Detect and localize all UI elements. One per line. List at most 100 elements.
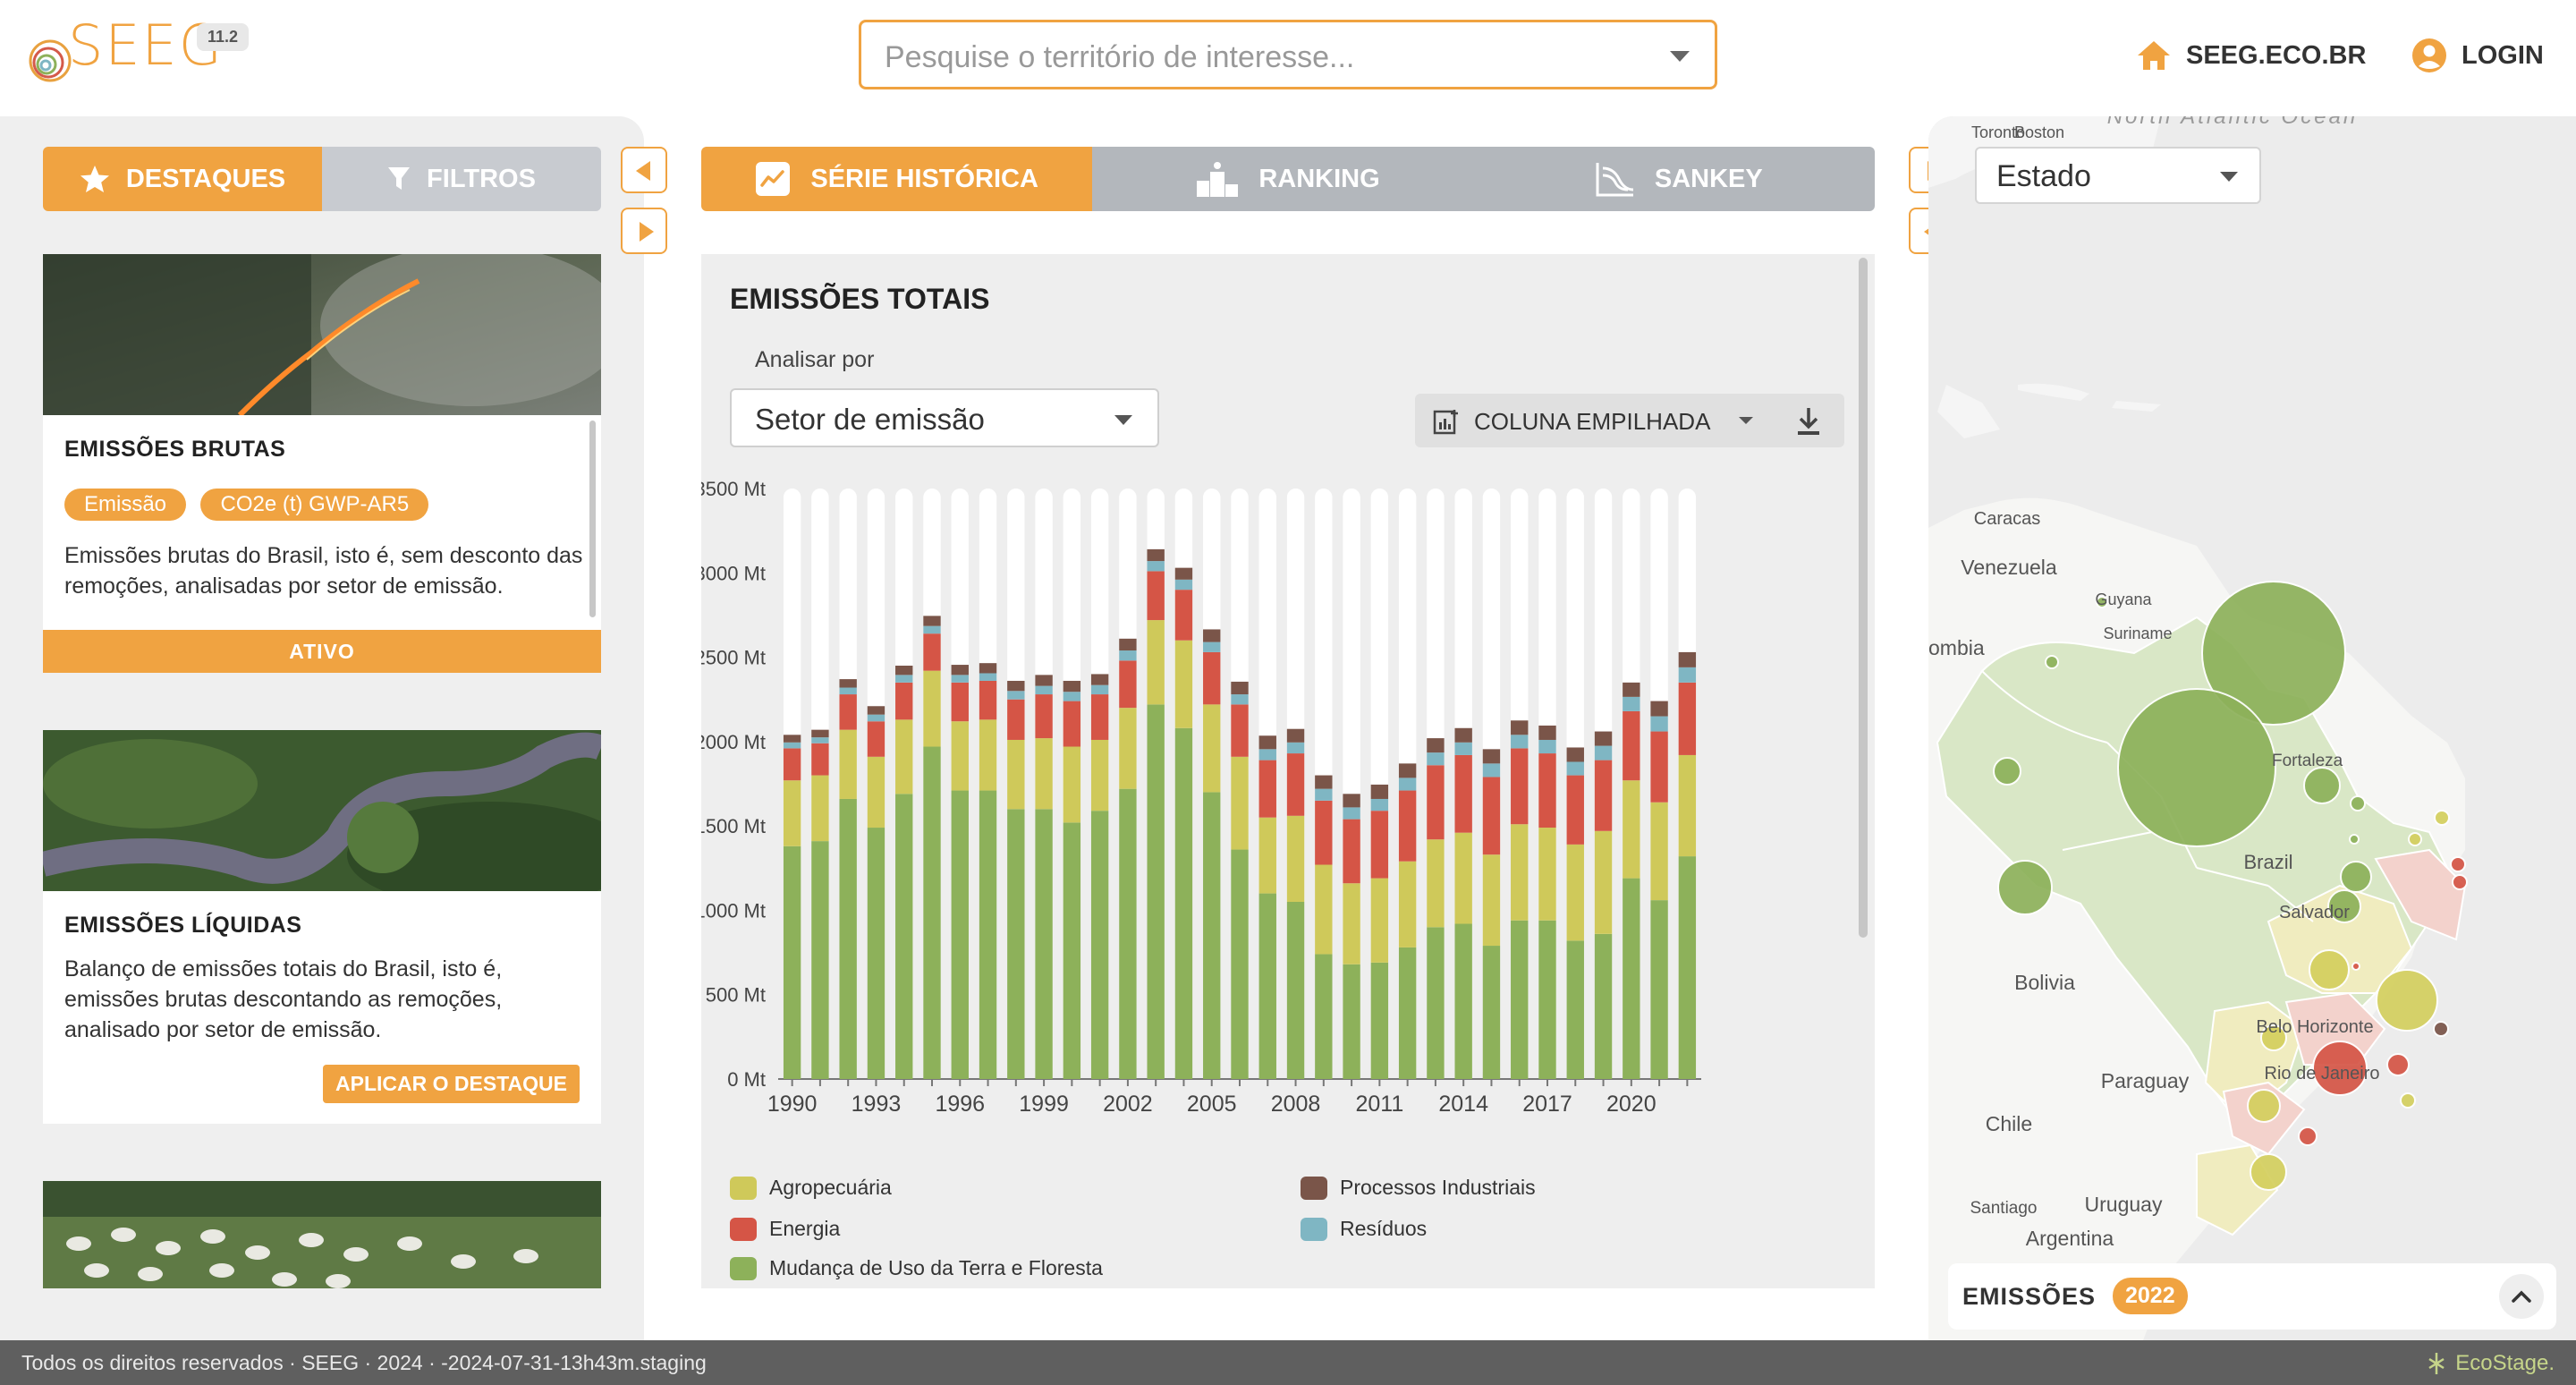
bar-segment[interactable] — [1315, 775, 1333, 789]
chevron-down-icon[interactable] — [1670, 51, 1690, 62]
emission-bubble[interactable] — [2117, 688, 2276, 847]
bar-segment[interactable] — [951, 665, 969, 676]
site-link[interactable]: SEEG.ECO.BR — [2136, 36, 2366, 75]
emission-bubble[interactable] — [2350, 795, 2366, 811]
emission-bubble[interactable] — [2303, 767, 2341, 804]
bar-segment[interactable] — [867, 756, 886, 828]
emission-bubble[interactable] — [2400, 1092, 2416, 1109]
map[interactable]: Toronto Boston North Atlantic Ocean Caracas… — [1928, 116, 2576, 1340]
bar-segment[interactable] — [1538, 753, 1556, 828]
bar-segment[interactable] — [1063, 746, 1081, 823]
bar-segment[interactable] — [1203, 704, 1221, 793]
bar-segment[interactable] — [1482, 946, 1501, 1079]
bar-segment[interactable] — [1511, 748, 1529, 825]
bar-segment[interactable] — [1007, 739, 1025, 810]
bar-segment[interactable] — [1370, 878, 1389, 963]
bar-segment[interactable] — [811, 729, 829, 738]
bar-segment[interactable] — [1203, 792, 1221, 1079]
bar-segment[interactable] — [923, 625, 941, 634]
bar-segment[interactable] — [839, 798, 857, 1079]
bar-segment[interactable] — [1650, 900, 1668, 1079]
bar-segment[interactable] — [811, 743, 829, 776]
bar-segment[interactable] — [1203, 651, 1221, 705]
bar-segment[interactable] — [1174, 590, 1193, 641]
map-legend-bar[interactable]: EMISSÕES 2022 — [1948, 1263, 2556, 1330]
bar-segment[interactable] — [1147, 561, 1165, 572]
bar-segment[interactable] — [895, 719, 913, 794]
bar-segment[interactable] — [1035, 694, 1053, 739]
bar-segment[interactable] — [1119, 788, 1137, 1079]
bar-segment[interactable] — [1231, 849, 1249, 1079]
bar-segment[interactable] — [979, 719, 997, 791]
legend-item-processos-industriais[interactable]: Processos Industriais — [1301, 1176, 1536, 1200]
bar-segment[interactable] — [1258, 735, 1276, 750]
emission-bubble[interactable] — [2298, 1126, 2318, 1146]
bar-segment[interactable] — [1370, 784, 1389, 799]
bar-segment[interactable] — [1650, 731, 1668, 803]
emission-bubble[interactable] — [2309, 949, 2350, 990]
bar-segment[interactable] — [1678, 682, 1697, 755]
bar-segment[interactable] — [895, 666, 913, 676]
bar-segment[interactable] — [1398, 790, 1417, 862]
bar-segment[interactable] — [1650, 802, 1668, 901]
bar-segment[interactable] — [1482, 777, 1501, 855]
highlight-card-agriculture[interactable] — [43, 1181, 601, 1288]
bar-segment[interactable] — [867, 706, 886, 715]
bar-segment[interactable] — [1035, 685, 1053, 695]
bar-segment[interactable] — [1231, 756, 1249, 850]
tab-filtros[interactable]: Filtros — [322, 147, 601, 211]
bar-segment[interactable] — [1286, 902, 1305, 1079]
legend-item-agropecuaria[interactable]: Agropecuária — [730, 1176, 892, 1200]
bar-segment[interactable] — [923, 633, 941, 671]
bar-segment[interactable] — [979, 680, 997, 720]
bar-segment[interactable] — [1258, 817, 1276, 894]
bar-segment[interactable] — [1370, 962, 1389, 1079]
bar-segment[interactable] — [1119, 638, 1137, 651]
emission-bubble[interactable] — [2327, 889, 2361, 923]
bar-segment[interactable] — [1427, 927, 1445, 1079]
legend-item-mudanca-uso-terra[interactable]: Mudança de Uso da Terra e Floresta — [730, 1256, 1103, 1280]
bar-segment[interactable] — [1427, 738, 1445, 753]
bar-segment[interactable] — [895, 682, 913, 720]
bar-segment[interactable] — [1343, 794, 1360, 808]
bar-segment[interactable] — [1174, 579, 1193, 591]
bar-segment[interactable] — [1343, 807, 1360, 820]
emission-bubble[interactable] — [2340, 861, 2372, 893]
bar-segment[interactable] — [839, 679, 857, 688]
emission-bubble[interactable] — [2247, 1089, 2281, 1123]
bar-segment[interactable] — [1427, 752, 1445, 766]
bar-segment[interactable] — [1427, 765, 1445, 840]
bar-segment[interactable] — [839, 729, 857, 799]
bar-segment[interactable] — [1203, 629, 1221, 642]
bar-segment[interactable] — [1566, 940, 1584, 1079]
map-legend-toggle-button[interactable] — [2499, 1274, 2544, 1319]
emission-bubble[interactable] — [1997, 860, 2053, 915]
bar-segment[interactable] — [1343, 819, 1360, 884]
tab-destaques[interactable]: Destaques — [43, 147, 322, 211]
bar-segment[interactable] — [1398, 763, 1417, 778]
emission-bubble[interactable] — [2260, 1024, 2287, 1051]
bar-segment[interactable] — [1119, 660, 1137, 709]
bar-segment[interactable] — [1454, 754, 1472, 833]
tab-ranking[interactable]: Ranking — [1092, 147, 1484, 211]
bar-segment[interactable] — [1538, 920, 1556, 1079]
bar-segment[interactable] — [1566, 844, 1584, 941]
bar-segment[interactable] — [951, 682, 969, 722]
apply-highlight-button[interactable]: APLICAR O DESTAQUE — [323, 1065, 580, 1103]
bar-segment[interactable] — [1482, 749, 1501, 764]
bar-segment[interactable] — [1007, 699, 1025, 740]
bar-segment[interactable] — [811, 737, 829, 743]
bar-segment[interactable] — [1594, 830, 1613, 934]
bar-segment[interactable] — [1174, 567, 1193, 580]
bar-segment[interactable] — [1174, 727, 1193, 1079]
chart-type-select[interactable]: COLUNA EMPILHADA — [1415, 394, 1844, 447]
bar-segment[interactable] — [1650, 716, 1668, 732]
emission-bubble[interactable] — [2376, 969, 2438, 1032]
bar-segment[interactable] — [1343, 883, 1360, 964]
bar-segment[interactable] — [1063, 822, 1081, 1079]
emission-bubble[interactable] — [2351, 962, 2360, 971]
emission-bubble[interactable] — [2201, 581, 2346, 726]
bar-segment[interactable] — [1511, 824, 1529, 921]
bar-segment[interactable] — [1090, 811, 1109, 1079]
